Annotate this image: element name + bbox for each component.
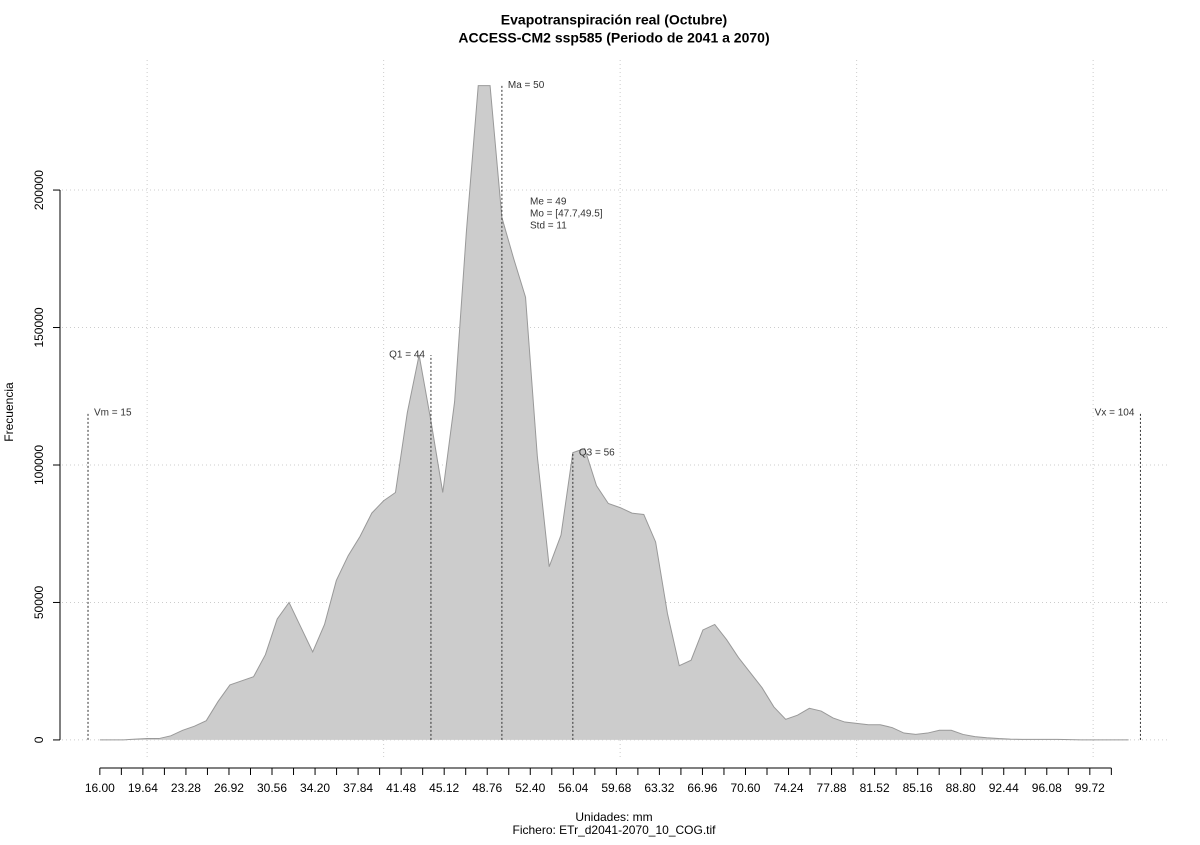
x-tick-label: 41.48 <box>386 781 416 795</box>
marker-label: Vm = 15 <box>94 407 132 418</box>
x-tick-label: 37.84 <box>343 781 373 795</box>
x-tick-label: 88.80 <box>946 781 976 795</box>
chart-subtitle: ACCESS-CM2 ssp585 (Periodo de 2041 a 207… <box>458 30 769 46</box>
x-axis-title: Unidades: mm <box>575 810 652 824</box>
x-tick-label: 45.12 <box>429 781 459 795</box>
x-tick-label: 96.08 <box>1032 781 1062 795</box>
stat-label: Mo = [47.7,49.5] <box>530 209 603 220</box>
x-tick-label: 77.88 <box>817 781 847 795</box>
x-tick-label: 48.76 <box>472 781 502 795</box>
y-tick-label: 100000 <box>32 445 46 485</box>
x-tick-label: 59.68 <box>601 781 631 795</box>
x-tick-label: 16.00 <box>85 781 115 795</box>
y-axis-title: Frecuencia <box>2 382 16 442</box>
x-tick-label: 63.32 <box>644 781 674 795</box>
marker-label: Q3 = 56 <box>579 447 615 458</box>
y-tick-label: 200000 <box>32 170 46 210</box>
x-tick-label: 66.96 <box>687 781 717 795</box>
y-tick-label: 150000 <box>32 307 46 347</box>
stat-label: Std = 11 <box>530 221 567 232</box>
x-tick-label: 85.16 <box>903 781 933 795</box>
x-tick-label: 81.52 <box>860 781 890 795</box>
x-tick-label: 19.64 <box>128 781 158 795</box>
x-tick-label: 26.92 <box>214 781 244 795</box>
chart-title: Evapotranspiración real (Octubre) <box>501 12 727 28</box>
x-tick-label: 74.24 <box>774 781 804 795</box>
x-tick-label: 70.60 <box>730 781 760 795</box>
y-tick-label: 0 <box>32 736 46 743</box>
area <box>99 85 1129 741</box>
caption: Fichero: ETr_d2041-2070_10_COG.tif <box>513 823 717 837</box>
marker-label: Ma = 50 <box>508 80 545 91</box>
stat-label: Me = 49 <box>530 197 567 208</box>
x-tick-label: 92.44 <box>989 781 1019 795</box>
marker-label: Vx = 104 <box>1095 407 1135 418</box>
marker-label: Q1 = 44 <box>389 350 425 361</box>
x-tick-label: 99.72 <box>1075 781 1105 795</box>
x-tick-label: 52.40 <box>515 781 545 795</box>
x-tick-label: 30.56 <box>257 781 287 795</box>
x-tick-label: 23.28 <box>171 781 201 795</box>
y-tick-label: 50000 <box>32 585 46 619</box>
x-tick-label: 34.20 <box>300 781 330 795</box>
x-tick-label: 56.04 <box>558 781 588 795</box>
